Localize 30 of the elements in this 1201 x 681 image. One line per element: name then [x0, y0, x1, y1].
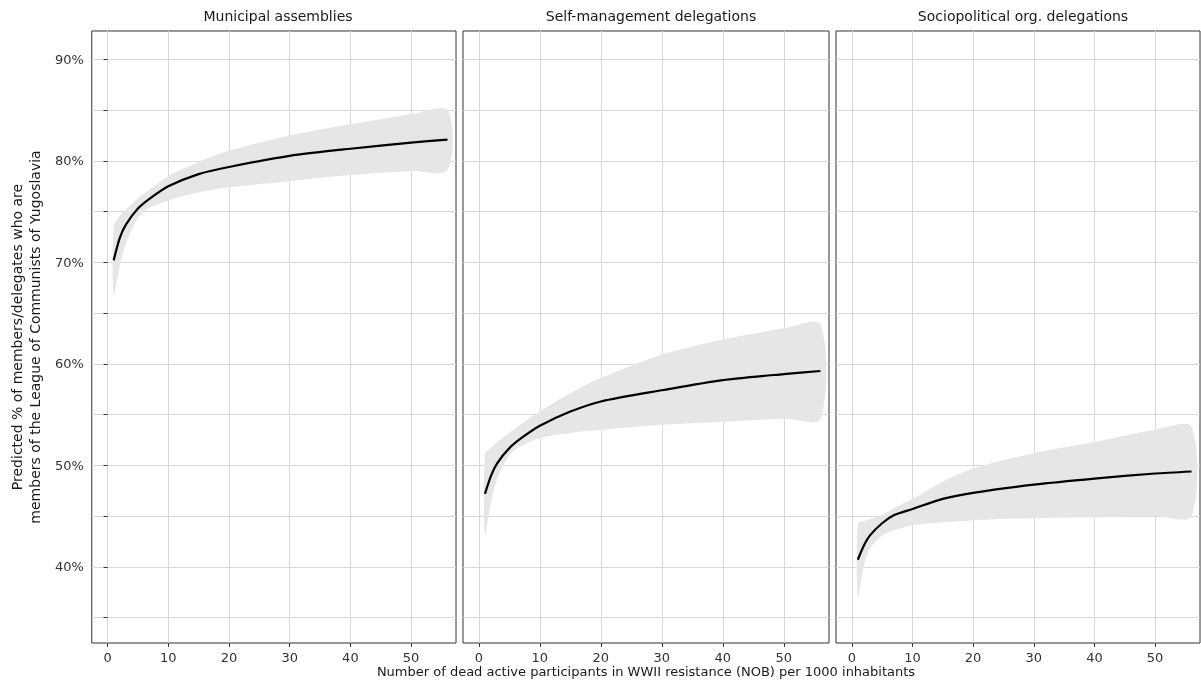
x-tick-label: 0 [847, 650, 856, 665]
line-series [112, 138, 449, 262]
x-tick-label: 50 [775, 650, 793, 665]
x-tick-label: 40 [1086, 650, 1103, 665]
x-tick-label: 20 [592, 650, 610, 665]
x-tick-label: 10 [160, 650, 177, 665]
x-tick-label: 40 [714, 650, 732, 665]
x-tick-label: 50 [1146, 650, 1164, 665]
x-tick-label: 30 [1025, 650, 1043, 665]
y-tick-label: 90% [54, 51, 84, 67]
x-tick-label: 10 [904, 650, 921, 665]
x-tick-label: 0 [103, 650, 112, 665]
x-tick-label: 20 [220, 650, 238, 665]
x-tick-label: 20 [964, 650, 982, 665]
chart-title: Sociopolitical org. delegations [917, 8, 1129, 24]
y-axis-title: Predicted % of members/delegates who are members of the League of Communists of Yugoslavia [9, 150, 43, 524]
x-axis-title: Number of dead active participants in WWII resistance (NOB) per 1000 inhabitants [376, 664, 916, 680]
x-tick-label: 0 [474, 650, 483, 665]
x-tick-label: 10 [531, 650, 549, 665]
y-tick-label: 50% [54, 457, 84, 473]
y-tick-label: 70% [54, 254, 84, 270]
chart-title: Municipal assemblies [203, 8, 353, 24]
x-tick-label: 30 [281, 650, 298, 665]
y-tick-label: 80% [54, 153, 84, 169]
x-tick-label: 40 [342, 650, 359, 665]
x-tick-label: 50 [402, 650, 420, 665]
chart-title: Self-management delegations [545, 8, 757, 24]
y-tick-label: 40% [54, 559, 84, 575]
y-tick-label: 60% [54, 356, 84, 372]
x-tick-label: 30 [653, 650, 671, 665]
